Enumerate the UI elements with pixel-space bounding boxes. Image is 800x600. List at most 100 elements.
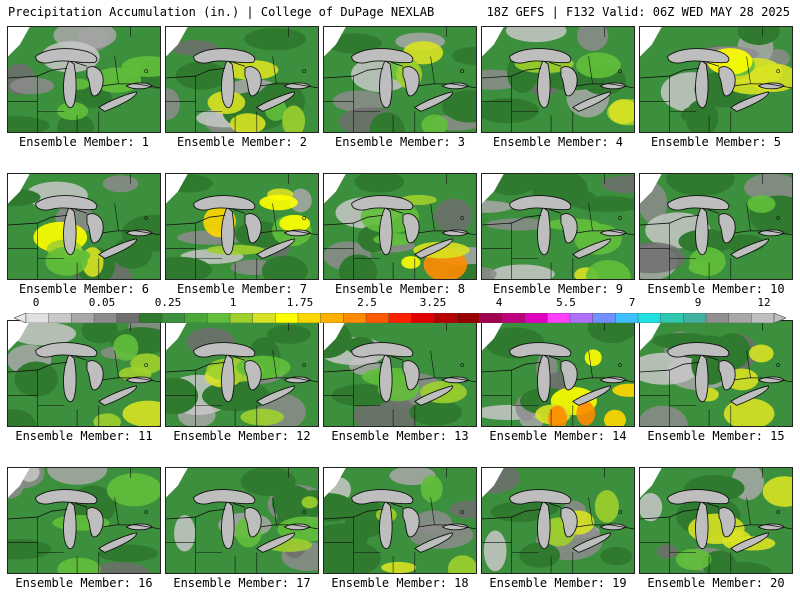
precip-contour-fill [574, 196, 634, 213]
lake-erie [730, 532, 769, 553]
ensemble-member-label: Ensemble Member: 8 [334, 282, 466, 296]
marker-icon [302, 363, 307, 368]
international-border [640, 355, 792, 383]
precip-contour-fill [548, 405, 567, 426]
precipitation-map [640, 174, 792, 279]
lake-superior [35, 48, 98, 64]
international-border [482, 208, 634, 236]
dry-area-shading [449, 500, 476, 519]
lake-michigan [695, 353, 709, 403]
ensemble-member-label: Ensemble Member: 18 [331, 576, 469, 590]
lake-ontario [757, 82, 785, 90]
lake-huron [402, 213, 420, 244]
ensemble-member-map [323, 320, 477, 427]
ensemble-member-map [165, 320, 319, 427]
precip-contour-fill [666, 174, 735, 196]
color-scale-swatch [524, 312, 549, 324]
lake-michigan [537, 206, 551, 256]
precip-contour-fill [326, 33, 382, 54]
color-scale-swatch [728, 312, 753, 324]
color-scale-swatch [705, 312, 730, 324]
no-data-area [8, 468, 30, 498]
lake-huron [718, 360, 736, 391]
lake-huron [86, 66, 104, 97]
dry-area-shading [601, 175, 634, 194]
lake-michigan [537, 500, 551, 550]
lake-ontario [125, 376, 153, 384]
model-run-valid-time: 18Z GEFS | F132 Valid: 06Z WED MAY 28 20… [486, 5, 790, 19]
no-data-area [640, 174, 662, 204]
precip-contour-fill [301, 496, 318, 509]
dry-area-shading [10, 77, 54, 95]
precip-contour-fill [206, 244, 265, 255]
state-borders [8, 27, 131, 132]
marker-icon [302, 216, 307, 221]
precip-contour-fill [608, 99, 634, 125]
marker-icon [302, 69, 307, 74]
precip-contour-fill [576, 401, 596, 426]
precip-contour-fill [8, 116, 50, 132]
precip-contour-fill [409, 399, 462, 426]
color-scale-swatch [683, 312, 707, 324]
lake-michigan [379, 206, 393, 256]
marker-icon [618, 216, 623, 221]
lake-michigan [63, 59, 77, 109]
lake-erie [256, 91, 295, 112]
precipitation-map [324, 27, 476, 132]
lake-huron [718, 213, 736, 244]
precip-contour-fill [166, 256, 212, 279]
precip-contour-fill [71, 87, 112, 108]
international-border [8, 355, 160, 383]
ensemble-member-label: Ensemble Member: 12 [173, 429, 311, 443]
lake-superior [35, 195, 98, 211]
lake-ontario [757, 376, 785, 384]
ensemble-member-label: Ensemble Member: 14 [489, 429, 627, 443]
precipitation-map [482, 468, 634, 573]
color-scale-tick-label: 1 [229, 296, 237, 309]
color-scale-swatch [93, 312, 118, 324]
color-scale-swatch [297, 312, 322, 324]
color-scale-svg [13, 312, 787, 324]
color-scale-swatch [569, 312, 594, 324]
color-scale-tick-label: 0.25 [154, 296, 182, 309]
dry-area-shading [289, 188, 312, 213]
lake-superior [667, 342, 730, 358]
precipitation-map [166, 174, 318, 279]
no-data-area [324, 27, 346, 57]
lake-huron [560, 360, 578, 391]
dry-area-shading [482, 200, 513, 213]
dry-area-shading [482, 267, 497, 279]
international-border [324, 355, 476, 383]
ensemble-member-label: Ensemble Member: 6 [18, 282, 150, 296]
precip-contour-fill [748, 344, 774, 363]
ensemble-member-map [323, 26, 477, 133]
precip-contour-fill [240, 408, 284, 426]
lake-huron [402, 360, 420, 391]
ensemble-member-map [323, 173, 477, 280]
state-borders [8, 321, 131, 426]
dry-area-shading [744, 174, 792, 202]
precip-contour-fill [113, 334, 139, 361]
lake-michigan [379, 59, 393, 109]
precip-contour-fill [369, 112, 405, 132]
color-scale-tick-label: 4 [495, 296, 503, 309]
precip-contour-fill [279, 214, 311, 232]
color-scale-swatch [161, 312, 186, 324]
ensemble-member-map [7, 26, 161, 133]
precip-contour-fill [354, 174, 404, 193]
precipitation-map [324, 468, 476, 573]
lake-huron [402, 66, 420, 97]
lake-erie [98, 91, 137, 112]
precip-contour-fill [604, 409, 626, 426]
ensemble-member-map [639, 26, 793, 133]
precip-contour-fill [175, 61, 228, 90]
state-borders [324, 468, 447, 573]
lake-michigan [695, 500, 709, 550]
color-scale-swatch [320, 312, 345, 324]
precip-contour-fill [166, 377, 199, 415]
precipitation-map [640, 321, 792, 426]
lake-superior [193, 48, 256, 64]
color-scale-swatch [71, 312, 95, 324]
dry-area-shading [10, 321, 77, 346]
lake-huron [244, 507, 262, 538]
